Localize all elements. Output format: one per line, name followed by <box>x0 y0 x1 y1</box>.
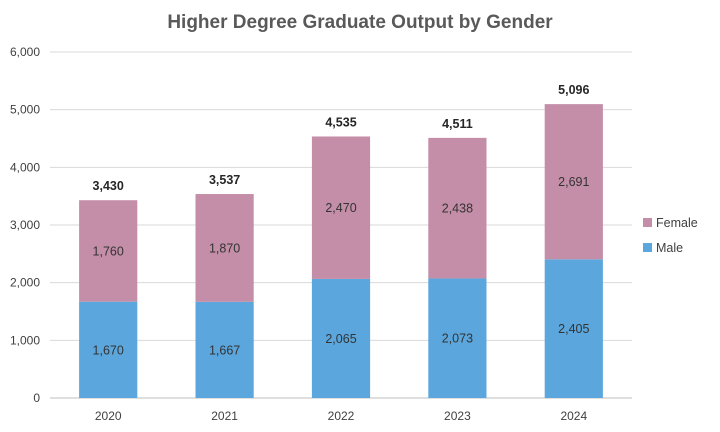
data-label-female: 2,438 <box>442 202 473 216</box>
data-label-male: 1,667 <box>209 343 240 357</box>
x-tick-label: 2024 <box>560 409 587 423</box>
bar-segment-female <box>544 104 603 260</box>
legend-label-female: Female <box>656 216 698 230</box>
y-axis: 0 1,000 2,000 3,000 4,000 5,000 6,000 <box>10 45 40 405</box>
data-label-male: 1,670 <box>93 343 124 357</box>
bar-segment-female <box>428 137 487 279</box>
total-label: 5,096 <box>558 83 589 97</box>
x-tick-label: 2021 <box>211 409 238 423</box>
x-axis: 2020 2021 2022 2023 2024 <box>95 409 588 423</box>
x-tick-label: 2020 <box>95 409 122 423</box>
data-label-male: 2,405 <box>558 322 589 336</box>
y-tick-label: 0 <box>33 391 40 405</box>
data-label-female: 1,760 <box>93 244 124 258</box>
legend: Female Male <box>643 216 698 255</box>
legend-swatch-male <box>643 243 652 252</box>
data-label-male: 2,065 <box>325 332 356 346</box>
total-label: 4,535 <box>325 115 356 129</box>
bar-segment-female <box>79 200 138 302</box>
y-tick-label: 6,000 <box>10 45 40 59</box>
data-label-female: 2,691 <box>558 175 589 189</box>
bar-segment-female <box>311 136 371 279</box>
bar-segment-male <box>79 301 138 398</box>
legend-label-male: Male <box>656 241 683 255</box>
x-tick-label: 2023 <box>444 409 471 423</box>
data-label-male: 2,073 <box>442 332 473 346</box>
bar-segment-male <box>544 259 603 398</box>
data-label-female: 2,470 <box>325 201 356 215</box>
bars: 1,670 1,760 3,430 1,667 1,870 3,537 2,065 2,470… <box>79 83 603 398</box>
legend-swatch-female <box>643 218 652 227</box>
total-label: 3,537 <box>209 173 240 187</box>
total-label: 3,430 <box>93 179 124 193</box>
y-tick-label: 3,000 <box>10 218 40 232</box>
y-tick-label: 1,000 <box>10 333 40 347</box>
chart-title: Higher Degree Graduate Output by Gender <box>167 12 553 33</box>
y-tick-label: 4,000 <box>10 160 40 174</box>
bar-segment-male <box>428 278 487 398</box>
x-tick-label: 2022 <box>328 409 355 423</box>
bar-segment-male <box>195 301 254 398</box>
data-label-female: 1,870 <box>209 241 240 255</box>
total-label: 4,511 <box>442 117 473 131</box>
bar-segment-female <box>195 194 254 302</box>
y-tick-label: 2,000 <box>10 276 40 290</box>
bar-segment-male <box>311 278 371 398</box>
y-tick-label: 5,000 <box>10 103 40 117</box>
